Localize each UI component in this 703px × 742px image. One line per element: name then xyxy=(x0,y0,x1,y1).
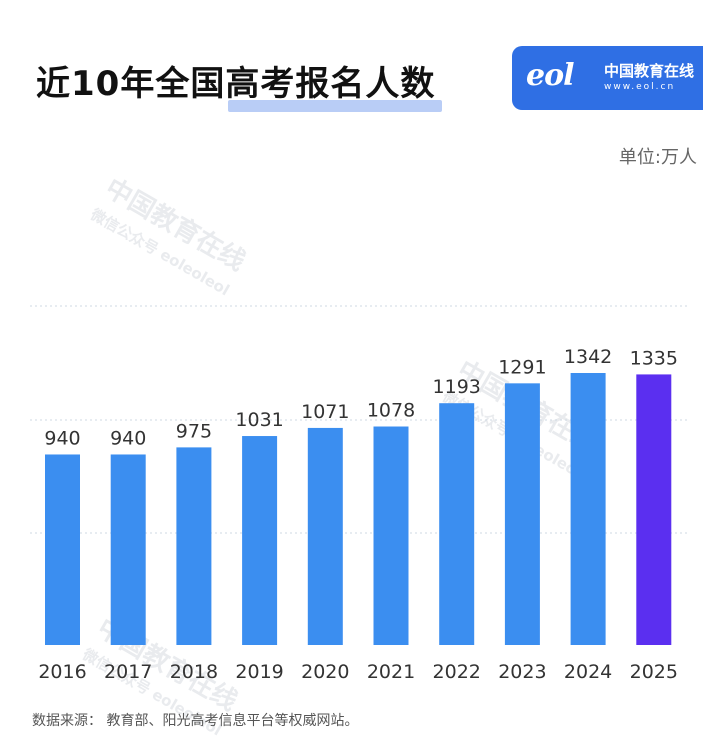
bar-2017 xyxy=(110,454,146,645)
bar-2021 xyxy=(373,426,409,645)
bar-2024 xyxy=(570,373,606,645)
bar-2018 xyxy=(176,447,212,645)
x-tick-label: 2019 xyxy=(235,661,283,683)
data-label: 975 xyxy=(176,420,212,442)
data-label: 1193 xyxy=(433,376,481,398)
data-label: 1071 xyxy=(301,401,349,423)
logo-name: 中国教育在线 xyxy=(604,62,695,80)
x-tick-label: 2017 xyxy=(104,661,152,683)
x-tick-label: 2020 xyxy=(301,661,349,683)
chart-title: 近10年全国高考报名人数 xyxy=(36,64,436,104)
bar-2023 xyxy=(504,383,540,645)
bar-2025 xyxy=(636,374,672,645)
bar-2022 xyxy=(439,403,475,645)
data-label: 1335 xyxy=(630,347,678,369)
x-tick-label: 2016 xyxy=(38,661,86,683)
title-highlight xyxy=(228,100,442,112)
bar-2016 xyxy=(45,454,80,645)
eol-logo[interactable]: eol 中国教育在线 www.eol.cn xyxy=(512,46,703,110)
data-label: 940 xyxy=(44,427,80,449)
data-label: 1291 xyxy=(498,356,546,378)
x-tick-label: 2024 xyxy=(564,661,612,683)
x-tick-label: 2025 xyxy=(630,661,678,683)
data-label: 940 xyxy=(110,427,146,449)
source-note: 数据来源： 教育部、阳光高考信息平台等权威网站。 xyxy=(32,713,359,729)
bar-2020 xyxy=(307,427,343,645)
x-tick-label: 2023 xyxy=(498,661,546,683)
logo-mark: eol xyxy=(526,58,574,93)
data-label: 1031 xyxy=(235,409,283,431)
x-tick-label: 2021 xyxy=(367,661,415,683)
logo-url: www.eol.cn xyxy=(604,82,676,92)
unit-label: 单位:万人 xyxy=(618,147,697,168)
x-tick-label: 2022 xyxy=(433,661,481,683)
data-label: 1078 xyxy=(367,400,415,422)
data-label: 1342 xyxy=(564,346,612,368)
x-tick-label: 2018 xyxy=(170,661,218,683)
bar-2019 xyxy=(242,436,278,645)
